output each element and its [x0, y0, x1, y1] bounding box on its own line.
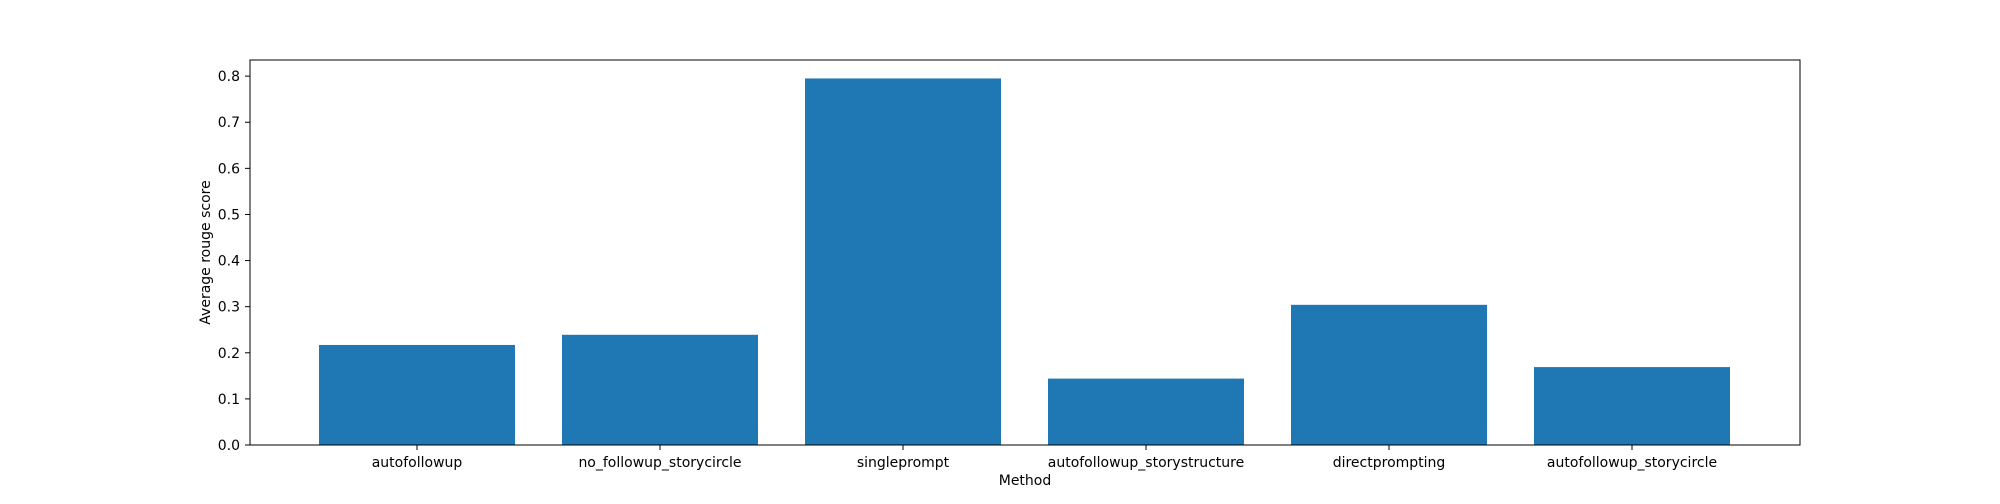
y-tick-label: 0.7	[218, 115, 240, 131]
y-tick-label: 0.0	[218, 438, 240, 454]
x-tick-label: no_followup_storycircle	[578, 455, 741, 471]
y-tick-label: 0.6	[218, 161, 240, 177]
bars-layer	[319, 78, 1730, 445]
x-tick-label: autofollowup_storystructure	[1048, 455, 1244, 471]
x-axis-label: Method	[999, 473, 1052, 489]
x-tick-label: directprompting	[1333, 455, 1446, 471]
x-tick-label: autofollowup	[372, 455, 463, 471]
y-tick-label: 0.1	[218, 392, 240, 408]
bar-autofollowup	[319, 344, 515, 445]
bar-directprompting	[1291, 304, 1487, 445]
bar-autofollowup_storystructure	[1048, 378, 1244, 445]
x-axis-ticks: autofollowup no_followup_storycircle singl…	[372, 445, 1717, 471]
bar-autofollowup_storycircle	[1534, 367, 1730, 445]
plot-frame	[249, 59, 1801, 446]
y-axis-label: Average rouge score	[198, 180, 214, 324]
y-tick-label: 0.5	[218, 207, 240, 223]
y-axis-ticks: 0.0 0.1 0.2 0.3 0.4 0.5 0.6 0.7 0.8	[218, 69, 250, 454]
bar-singleprompt	[805, 78, 1001, 445]
y-tick-label: 0.3	[218, 300, 240, 316]
bar-no_followup_storycircle	[562, 334, 758, 445]
y-tick-label: 0.2	[218, 346, 240, 362]
x-tick-label: autofollowup_storycircle	[1547, 455, 1717, 471]
y-tick-label: 0.8	[218, 69, 240, 85]
x-tick-label: singleprompt	[857, 455, 950, 471]
y-tick-label: 0.4	[218, 254, 240, 270]
